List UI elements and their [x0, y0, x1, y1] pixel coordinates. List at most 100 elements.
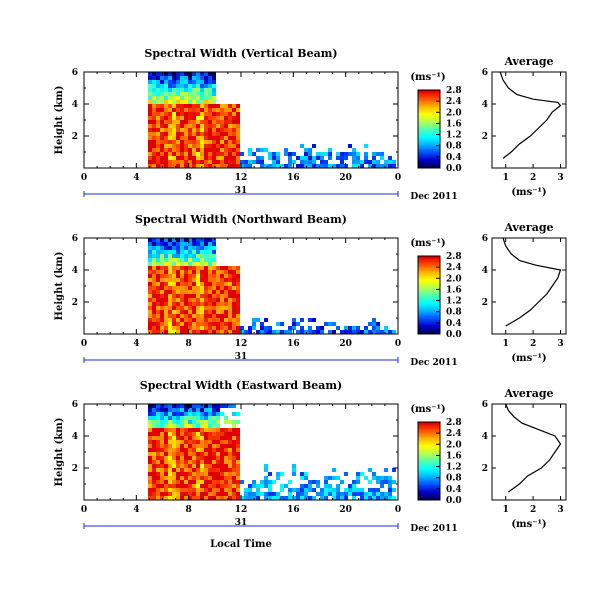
heatmap-cell	[176, 96, 180, 100]
heatmap-cell	[196, 92, 200, 96]
heatmap-cell	[208, 302, 212, 306]
y-tick-label: 4	[72, 432, 78, 442]
heatmap-cell	[176, 480, 180, 484]
heatmap-cell	[192, 440, 196, 444]
heatmap-cell	[204, 476, 208, 480]
heatmap-cell	[168, 136, 172, 140]
heatmap-cell	[352, 480, 356, 484]
heatmap-cell	[292, 152, 296, 156]
heatmap-cell	[228, 132, 232, 136]
heatmap-cell	[160, 278, 164, 282]
heatmap-cell	[216, 408, 220, 412]
heatmap-cell	[156, 488, 160, 492]
heatmap-cell	[292, 488, 296, 492]
heatmap-cell	[160, 424, 164, 428]
colorbar-tick-label: 2.4	[446, 263, 462, 273]
heatmap-cell	[216, 452, 220, 456]
heatmap-cell	[184, 408, 188, 412]
heatmap-cell	[192, 432, 196, 436]
heatmap-cell	[376, 160, 380, 164]
heatmap-cell	[352, 326, 356, 330]
heatmap-cell	[324, 322, 328, 326]
heatmap-cell	[172, 152, 176, 156]
heatmap-cell	[168, 266, 172, 270]
heatmap-cell	[208, 160, 212, 164]
heatmap-cell	[360, 164, 364, 168]
heatmap-cell	[228, 104, 232, 108]
colorbar-tick-label: 0.4	[446, 485, 462, 495]
heatmap-cell	[344, 492, 348, 496]
y-ticks: 246	[72, 400, 398, 485]
average-y-tick-label: 6	[482, 68, 488, 78]
heatmap-cell	[148, 238, 152, 242]
heatmap-cell	[152, 448, 156, 452]
heatmap-cell	[380, 330, 384, 334]
heatmap-cell	[372, 492, 376, 496]
heatmap-cell	[212, 408, 216, 412]
heatmap-cell	[192, 484, 196, 488]
heatmap-cell	[268, 492, 272, 496]
colorbar-swatch	[418, 267, 440, 270]
heatmap-cell	[236, 492, 240, 496]
heatmap-cell	[172, 160, 176, 164]
heatmap-cell	[152, 492, 156, 496]
heatmap-cell	[196, 492, 200, 496]
heatmap-cell	[148, 152, 152, 156]
day-label: 31	[235, 186, 248, 196]
heatmap-cell	[204, 250, 208, 254]
heatmap-cell	[268, 152, 272, 156]
heatmap-cell	[212, 72, 216, 76]
heatmap-cell	[348, 152, 352, 156]
heatmap-cell	[176, 464, 180, 468]
heatmap-cell	[380, 152, 384, 156]
heatmap-cell	[220, 128, 224, 132]
heatmap-cell	[180, 262, 184, 266]
heatmap-cell	[180, 96, 184, 100]
heatmap-cell	[268, 496, 272, 500]
heatmap-cell	[184, 492, 188, 496]
heatmap-cell	[176, 258, 180, 262]
heatmap-cell	[204, 164, 208, 168]
heatmap-cell	[160, 488, 164, 492]
heatmap-cell	[176, 436, 180, 440]
heatmap-cell	[156, 428, 160, 432]
heatmap-cell	[168, 416, 172, 420]
colorbar-frame	[417, 255, 441, 335]
heatmap-cell	[176, 330, 180, 334]
heatmap-cell	[184, 88, 188, 92]
heatmap-cell	[228, 136, 232, 140]
heatmap-cell	[188, 254, 192, 258]
heatmap-cell	[160, 282, 164, 286]
heatmap-cell	[192, 452, 196, 456]
heatmap-cell	[188, 318, 192, 322]
heatmap-cell	[152, 496, 156, 500]
heatmap-cell	[348, 484, 352, 488]
heatmap-cell	[200, 84, 204, 88]
heatmap-cell	[212, 132, 216, 136]
heatmap-cell	[212, 242, 216, 246]
heatmap-cell	[152, 144, 156, 148]
heatmap-cell	[224, 164, 228, 168]
average-x-label: (ms⁻¹)	[511, 353, 546, 364]
heatmap-cell	[152, 88, 156, 92]
heatmap-cell	[148, 310, 152, 314]
average-title: Average	[503, 221, 553, 234]
colorbar-swatch	[418, 100, 440, 103]
colorbar-swatch	[418, 99, 440, 101]
heatmap-cell	[216, 282, 220, 286]
heatmap-cell	[204, 96, 208, 100]
heatmap-cell	[176, 314, 180, 318]
heatmap-cell	[152, 318, 156, 322]
heatmap-cell	[304, 476, 308, 480]
heatmap-cell	[264, 148, 268, 152]
colorbar-swatch	[418, 165, 440, 168]
heatmap-cell	[208, 306, 212, 310]
heatmap-cell	[184, 242, 188, 246]
heatmap-cell	[232, 298, 236, 302]
heatmap-cell	[212, 428, 216, 432]
heatmap-cell	[236, 412, 240, 416]
heatmap-cell	[196, 496, 200, 500]
heatmap-cell	[260, 330, 264, 334]
heatmap-cell	[164, 278, 168, 282]
colorbar-swatch	[418, 283, 440, 286]
